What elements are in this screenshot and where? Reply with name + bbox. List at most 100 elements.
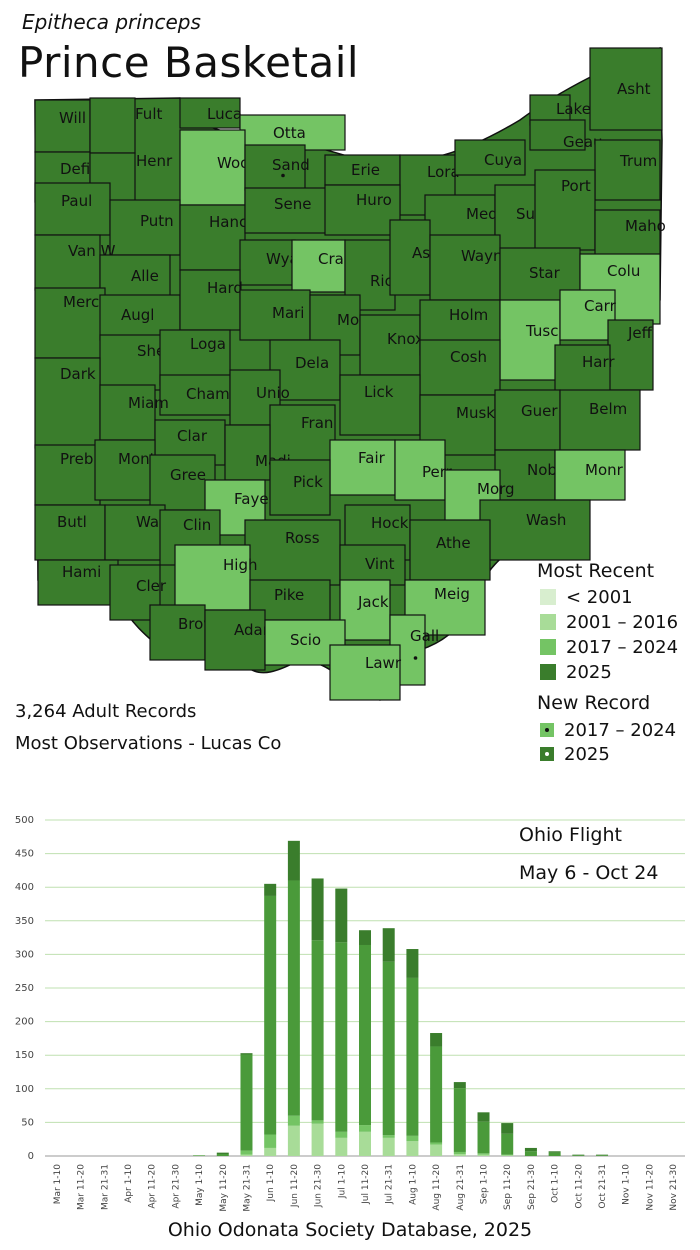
county-label: Monr — [585, 461, 624, 479]
bar-segment — [264, 1147, 277, 1156]
county-guer: Guer — [494, 389, 561, 451]
county-scio: Scio — [264, 619, 346, 666]
county-label: Defi — [60, 160, 90, 178]
county-shape — [244, 187, 331, 234]
county-shape — [269, 404, 336, 466]
county-jack: Jack — [339, 579, 391, 641]
bar-segment — [382, 928, 395, 962]
county-fult: Fult — [89, 97, 162, 154]
county-hard: Hard — [179, 269, 243, 331]
county-sene: Sene — [244, 187, 331, 234]
y-tick-label: 500 — [15, 815, 34, 826]
county-shel: Shel — [99, 334, 169, 391]
bar-segment — [477, 1153, 490, 1155]
county-shape — [454, 139, 526, 176]
county-label: Fran — [301, 414, 333, 432]
county-label: Port — [561, 177, 591, 195]
county-monr: Monr — [554, 449, 626, 501]
county-huro: Huro — [324, 184, 401, 236]
y-tick-label: 200 — [15, 1017, 34, 1028]
county-label: Fult — [135, 105, 162, 123]
county-shape — [409, 519, 491, 581]
legend-swatch-lt2001 — [540, 589, 556, 605]
county-vint: Vint — [339, 544, 406, 586]
county-otta: Otta — [239, 114, 346, 151]
county-shape — [291, 239, 346, 293]
bar-segment — [359, 1125, 371, 1132]
x-tick-label: Apr 21-30 — [171, 1164, 181, 1209]
county-butl: Butl — [34, 504, 106, 561]
most-observations: Most Observations - Lucas Co — [15, 733, 282, 754]
county-label: Otta — [273, 124, 306, 142]
y-tick-label: 350 — [15, 916, 34, 927]
county-label: Cham — [186, 385, 230, 403]
county-label: Paul — [61, 192, 92, 210]
county-sand: Sand — [244, 144, 310, 191]
county-label: Guer — [521, 402, 558, 420]
x-tick-label: Jun 11-20 — [290, 1164, 300, 1208]
county-shape — [339, 374, 421, 436]
county-mari: Mari — [239, 289, 311, 341]
county-label: Fair — [358, 449, 386, 467]
county-label: Nobl — [527, 461, 561, 479]
new-record-dot-icon — [413, 656, 418, 660]
county-label: Loga — [190, 335, 226, 353]
bar-segment — [406, 1135, 419, 1142]
bar-segment — [240, 1154, 253, 1156]
county-label: Jack — [357, 593, 389, 611]
bar-segment — [311, 940, 324, 1121]
bar-segment — [501, 1155, 514, 1156]
county-label: Tusc — [525, 322, 558, 340]
x-tick-label: Apr 11-20 — [148, 1164, 158, 1209]
legend-row-2001-2016: 2001 – 2016 — [540, 611, 678, 633]
bar-segment — [287, 840, 300, 881]
county-shape — [389, 219, 431, 296]
bar-segment — [287, 880, 300, 1116]
county-label: Geau — [563, 133, 603, 151]
county-label: Cler — [136, 577, 167, 595]
county-shape — [174, 544, 251, 611]
bar-segment — [240, 1053, 253, 1055]
county-shape — [99, 384, 156, 441]
bar-segment — [382, 961, 395, 1136]
x-tick-label: Jun 21-30 — [314, 1164, 324, 1208]
x-tick-label: Apr 1-10 — [124, 1164, 134, 1203]
county-label: Jeff — [627, 324, 653, 342]
county-label: Dela — [295, 354, 329, 372]
county-label: Vint — [365, 555, 395, 573]
county-label: Belm — [589, 400, 627, 418]
county-shape — [34, 287, 106, 359]
legend-most-recent-title: Most Recent — [537, 560, 655, 582]
county-label: Musk — [456, 404, 495, 422]
county-cosh: Cosh — [419, 339, 501, 396]
x-tick-label: Oct 1-10 — [551, 1164, 561, 1203]
county-shape — [34, 357, 101, 449]
county-label: Hanc — [209, 213, 247, 231]
county-shape — [494, 389, 561, 451]
county-label: Mont — [118, 450, 156, 468]
bar-segment — [453, 1151, 466, 1154]
county-label: Erie — [351, 161, 380, 179]
county-label: Butl — [57, 513, 87, 531]
x-tick-label: Nov 11-20 — [645, 1164, 655, 1211]
annotation-flight-dates: May 6 - Oct 24 — [519, 862, 658, 884]
county-shape — [419, 339, 501, 396]
county-shape — [269, 339, 341, 401]
bar-segment — [453, 1088, 466, 1152]
county-shape — [499, 299, 561, 381]
county-cuya: Cuya — [454, 139, 526, 176]
county-label: Unio — [256, 384, 290, 402]
bar-segment — [572, 1154, 585, 1156]
bar-segment — [264, 1134, 277, 1148]
county-label: Sene — [274, 195, 312, 213]
county-shape — [239, 114, 346, 151]
county-cham: Cham — [159, 374, 231, 416]
county-luca: Luca — [179, 97, 242, 129]
county-shape — [244, 144, 306, 191]
x-tick-label: May 11-20 — [219, 1164, 229, 1212]
x-tick-label: Nov 21-30 — [669, 1164, 679, 1211]
annotation-ohio-flight: Ohio Flight — [519, 824, 622, 846]
county-label: Carr — [584, 297, 617, 315]
county-perr: Perr — [394, 439, 453, 501]
county-label: High — [223, 556, 257, 574]
